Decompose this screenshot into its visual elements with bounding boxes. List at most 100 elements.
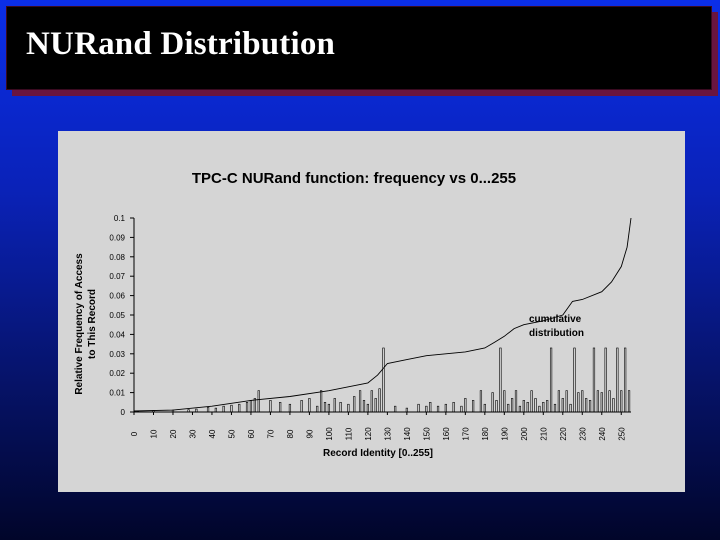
frequency-bar [436, 405, 440, 413]
frequency-bar [316, 405, 319, 413]
frequency-bar [257, 390, 260, 413]
frequency-bar [577, 392, 580, 413]
frequency-bar [522, 400, 525, 413]
frequency-bar [507, 403, 510, 413]
annotation-line2: distribution [529, 328, 584, 339]
y-tick-label: 0.05 [109, 311, 125, 320]
frequency-bar [464, 398, 467, 413]
frequency-bar [429, 401, 432, 413]
frequency-bar [561, 398, 564, 413]
frequency-bar [238, 403, 241, 413]
frequency-bar [195, 408, 198, 413]
frequency-bar [573, 347, 576, 413]
frequency-bar [353, 396, 356, 413]
y-tick-label: 0.09 [109, 233, 125, 242]
slide-title: NURand Distribution [26, 26, 336, 62]
frequency-bar [518, 405, 522, 413]
y-tick-label: 0.02 [109, 369, 125, 378]
chart-title: TPC-C NURand function: frequency vs 0...… [192, 170, 516, 187]
frequency-bar [374, 398, 377, 413]
frequency-bar [479, 390, 483, 413]
x-tick-label: 30 [188, 429, 197, 438]
x-axis-label: Record Identity [0..255] [323, 448, 433, 459]
frequency-bar [581, 390, 584, 413]
x-tick-label: 160 [442, 427, 451, 441]
frequency-bar [600, 392, 603, 413]
y-tick-label: 0.03 [109, 350, 125, 359]
y-tick-label: 0.1 [114, 214, 126, 223]
x-tick-label: 250 [617, 427, 626, 441]
title-bar [6, 6, 712, 90]
frequency-bar [608, 390, 611, 413]
frequency-bar [511, 398, 514, 413]
x-tick-label: 10 [149, 429, 158, 438]
frequency-bar [491, 392, 494, 413]
frequency-bar [214, 407, 217, 413]
x-tick-label: 230 [578, 427, 587, 441]
frequency-bar [249, 400, 253, 413]
y-tick-label: 0.01 [109, 389, 125, 398]
x-tick-label: 20 [169, 429, 178, 438]
frequency-bar [588, 400, 592, 413]
x-tick-label: 100 [325, 427, 334, 441]
y-tick-label: 0.06 [109, 292, 125, 301]
x-tick-label: 180 [481, 427, 490, 441]
x-tick-label: 200 [520, 427, 529, 441]
frequency-bar [546, 400, 549, 413]
y-tick-label: 0 [121, 408, 126, 417]
frequency-bars [136, 347, 631, 413]
frequency-bar [417, 403, 420, 413]
frequency-bar [362, 400, 366, 413]
x-tick-label: 210 [539, 427, 548, 441]
frequency-bar [378, 388, 381, 413]
frequency-bar [503, 390, 506, 413]
x-tick-label: 190 [500, 427, 509, 441]
frequency-bar [549, 347, 553, 413]
frequency-bar [300, 400, 303, 413]
frequency-bar [624, 347, 627, 413]
frequency-bar [245, 401, 249, 413]
x-tick-label: 140 [403, 427, 412, 441]
frequency-bar [253, 398, 256, 413]
frequency-bar [620, 390, 623, 413]
frequency-bar [358, 390, 362, 413]
frequency-bar [320, 390, 323, 413]
frequency-bar [526, 401, 529, 413]
frequency-bar [499, 347, 502, 413]
cumulative-distribution-line [133, 217, 632, 412]
frequency-bar [230, 404, 233, 413]
frequency-bar [565, 390, 568, 413]
x-tick-label: 150 [422, 427, 431, 441]
x-tick-label: 70 [266, 429, 275, 438]
x-tick-label: 130 [383, 427, 392, 441]
frequency-bar [222, 405, 225, 413]
frequency-bar [288, 403, 292, 413]
x-tick-label: 0 [130, 431, 139, 436]
x-tick-label: 40 [208, 429, 217, 438]
frequency-bar [279, 401, 282, 413]
x-tick-label: 110 [344, 427, 353, 440]
x-tick-label: 120 [364, 427, 373, 441]
x-tick-label: 220 [559, 427, 568, 441]
frequency-bar [557, 390, 560, 413]
frequency-bar [333, 398, 336, 413]
frequency-bar [452, 401, 455, 413]
frequency-bar [187, 409, 190, 413]
frequency-bar [405, 407, 408, 413]
y-axis-label-line2: to This Record [87, 289, 98, 359]
frequency-bar [366, 403, 369, 413]
frequency-bar [460, 405, 463, 413]
y-tick-label: 0.08 [109, 253, 125, 262]
frequency-bar [585, 398, 588, 413]
frequency-bar [530, 390, 533, 413]
frequency-bar [472, 400, 475, 413]
y-axis-label-line1: Relative Frequency of Access [74, 253, 85, 395]
frequency-bar [347, 403, 350, 413]
y-ticks: 0 0.01 0.02 0.03 0.04 0.05 0.06 0.07 0.08 0.09 0.1 [109, 214, 134, 417]
frequency-bar [323, 401, 327, 413]
x-ticks: 0 10 20 30 40 50 60 70 80 90 100 110 120 130 140 150 160… [130, 412, 626, 441]
frequency-bar [616, 347, 619, 413]
annotation-line1: cumulative [529, 314, 582, 325]
frequency-bar [444, 403, 447, 413]
frequency-bar [382, 347, 385, 413]
